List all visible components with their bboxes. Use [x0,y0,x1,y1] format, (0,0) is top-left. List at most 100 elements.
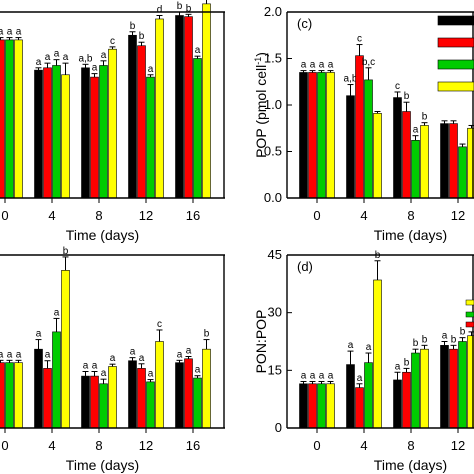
bar-8-series-4 [420,125,429,199]
x-tick-label: 12 [451,208,465,223]
bar-16-series-1 [175,15,184,199]
chart-panel-b-cropped: aaaa0aaab4aaaa8aaac12aaab16Time (days) [0,246,225,473]
bar-16-series-1 [175,362,184,429]
significance-label: a [130,347,136,358]
significance-label: b [422,334,428,345]
x-tick-label: 0 [313,438,320,453]
x-tick-label: 12 [139,438,153,453]
bar-4-series-3 [52,331,61,429]
chart-panel-a-cropped: aaaa0aaaa4a,baac8bbad12bbab16Time (days) [0,0,225,243]
bar-4-series-2 [43,67,52,199]
bar-12-series-1 [128,34,137,199]
x-axis-title: Time (days) [374,227,447,243]
bar-8-series-3 [99,65,108,199]
legend-swatch-series-3 [437,59,474,70]
x-tick-label: 4 [48,438,55,453]
bar-4-series-1 [346,364,355,429]
significance-label: a [45,52,51,63]
legend-swatch-series-1 [437,15,474,26]
bar-4-series-4 [373,113,382,199]
x-tick-label: 0 [1,208,8,223]
bar-0-series-3 [5,39,14,199]
bar-4-series-1 [34,69,43,199]
x-tick-label: 8 [95,208,102,223]
bar-16-series-2 [184,16,193,199]
bar-16-series-2 [184,358,193,429]
significance-label: a [7,349,13,360]
bar-12-series-4 [155,18,164,199]
x-tick-label: 4 [360,208,367,223]
bar-8-series-3 [411,352,420,429]
significance-label: a [0,349,4,360]
significance-label: a [310,370,316,381]
x-tick-label: 12 [139,208,153,223]
significance-label: b [204,329,210,340]
bar-12-series-1 [440,123,449,199]
significance-label: b [460,327,466,338]
bar-8-series-3 [411,140,420,199]
bar-4-series-2 [355,387,364,429]
y-tick-label: 15 [268,362,282,377]
y-tick-label: 0 [275,420,282,435]
panel-label: (d) [297,259,313,274]
y-axis-title: POP (pmol cell-1) [253,52,269,158]
significance-label: a [177,349,183,360]
chart-panel-d: aaaa0aaab4abbb8abb120153045Time (days)PO… [253,247,474,473]
significance-label: c [110,36,115,47]
y-tick-label: 45 [268,247,282,262]
bar-0-series-2 [308,383,317,429]
significance-label: b [177,1,183,12]
significance-label: a [7,27,13,38]
bar-12-series-3 [458,146,467,199]
significance-label: b [130,21,136,32]
x-tick-label: 12 [451,438,465,453]
bar-8-series-2 [90,76,99,199]
significance-label: a,b [344,74,358,85]
significance-label: a [54,307,60,318]
bar-4-series-1 [346,95,355,199]
bar-16-series-3 [193,58,202,199]
bar-4-series-3 [364,79,373,199]
bar-8-series-1 [81,375,90,429]
significance-label: b [404,357,410,368]
y-axis-title: PON:POP [253,310,269,374]
significance-label: b [404,91,410,102]
bar-8-series-2 [402,371,411,429]
bar-8-series-3 [99,383,108,429]
bar-12-series-2 [449,348,458,429]
bar-0-series-1 [299,72,308,199]
bar-0-series-3 [317,72,326,199]
significance-label: a [148,369,154,380]
bar-0-series-1 [299,383,308,429]
significance-label: b [63,246,69,257]
bar-8-series-4 [108,48,117,199]
bar-12-series-3 [146,381,155,429]
significance-label: a [310,60,316,71]
significance-label: b [413,338,419,349]
y-tick-label: 30 [268,305,282,320]
bar-4-series-4 [61,74,70,199]
significance-label: a [36,329,42,340]
significance-label: a [195,365,201,376]
legend-cropped-d [465,299,474,328]
bar-0-series-4 [14,39,23,199]
significance-label: b [451,334,457,345]
significance-label: a [110,353,116,364]
significance-label: a [319,370,325,381]
significance-label: b [422,112,428,123]
bar-4-series-1 [34,348,43,429]
bar-0-series-4 [326,72,335,199]
significance-label: a [139,353,145,364]
x-tick-label: 8 [407,438,414,453]
bar-16-series-4 [202,3,211,199]
y-axis-title-superscript: -1 [253,57,263,65]
bar-12-series-1 [128,360,137,429]
bar-8-series-1 [81,67,90,199]
bar-8-series-4 [420,348,429,429]
legend [437,15,474,92]
x-tick-label: 4 [360,438,367,453]
x-tick-label: 8 [95,438,102,453]
bar-8-series-2 [90,375,99,429]
significance-label: a [148,64,154,75]
significance-label: a [92,63,98,74]
